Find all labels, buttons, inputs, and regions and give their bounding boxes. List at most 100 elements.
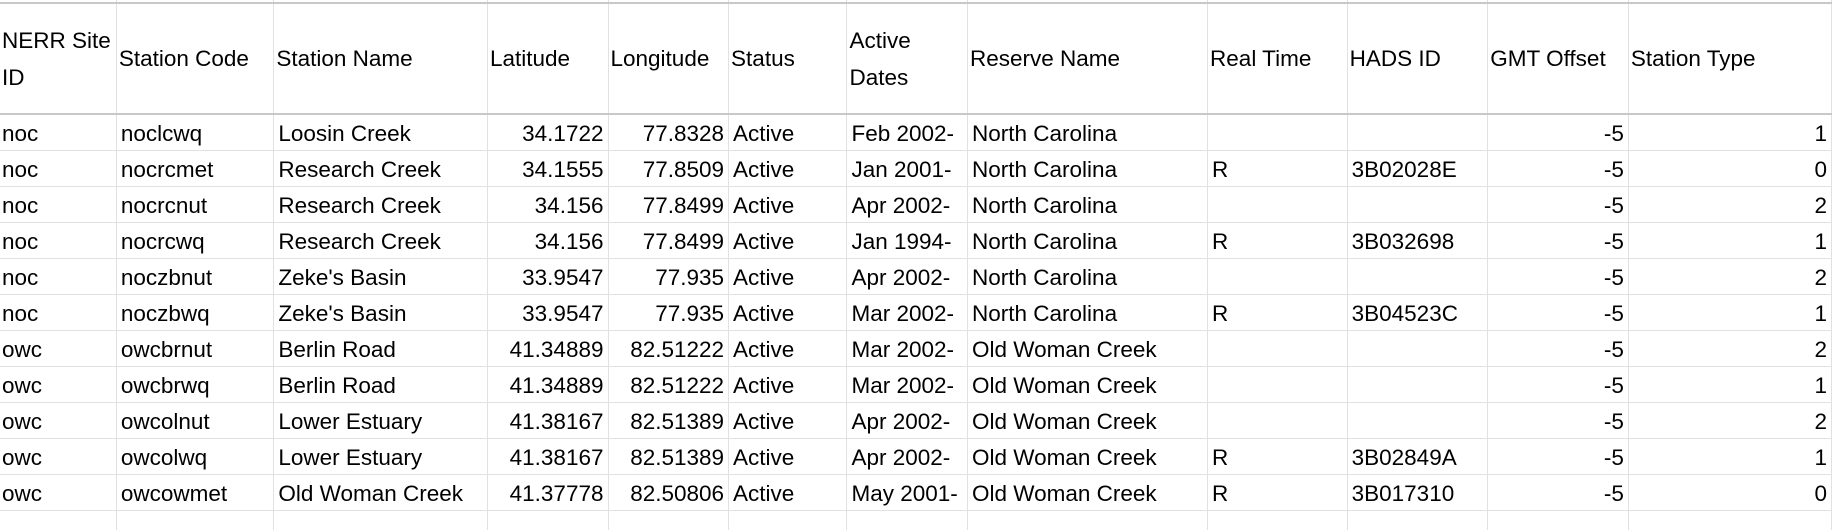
cell-station-name[interactable]: Berlin Road bbox=[273, 330, 488, 367]
cell-station-code[interactable]: owcbrwq bbox=[116, 366, 275, 403]
cell-gmt-offset[interactable]: -5 bbox=[1487, 258, 1629, 295]
cell-active-dates[interactable]: Feb 2002- bbox=[846, 114, 969, 151]
cell-nerr-site-id[interactable]: owc bbox=[0, 474, 117, 511]
cell-reserve-name[interactable]: Old Woman Creek bbox=[967, 438, 1209, 475]
empty-cell[interactable] bbox=[846, 510, 969, 530]
cell-real-time[interactable]: R bbox=[1207, 294, 1348, 331]
cell-longitude[interactable]: 82.51389 bbox=[608, 402, 730, 439]
cell-longitude[interactable]: 77.8499 bbox=[608, 222, 730, 259]
cell-status[interactable]: Active bbox=[728, 438, 848, 475]
cell-station-type[interactable]: 1 bbox=[1628, 294, 1832, 331]
cell-hads-id[interactable] bbox=[1347, 402, 1489, 439]
header-cell-latitude[interactable]: Latitude bbox=[487, 3, 609, 115]
cell-latitude[interactable]: 34.156 bbox=[487, 222, 609, 259]
cell-real-time[interactable] bbox=[1207, 186, 1348, 223]
empty-cell[interactable] bbox=[728, 510, 848, 530]
cell-station-type[interactable]: 0 bbox=[1628, 474, 1832, 511]
cell-reserve-name[interactable]: North Carolina bbox=[967, 150, 1209, 187]
cell-active-dates[interactable]: Apr 2002- bbox=[846, 438, 969, 475]
empty-cell[interactable] bbox=[1628, 510, 1832, 530]
cell-station-name[interactable]: Berlin Road bbox=[273, 366, 488, 403]
cell-longitude[interactable]: 77.8499 bbox=[608, 186, 730, 223]
header-cell-station-type[interactable]: Station Type bbox=[1628, 3, 1832, 115]
cell-station-type[interactable]: 2 bbox=[1628, 402, 1832, 439]
cell-station-name[interactable]: Loosin Creek bbox=[273, 114, 488, 151]
cell-nerr-site-id[interactable]: owc bbox=[0, 366, 117, 403]
cell-station-code[interactable]: nocrcwq bbox=[116, 222, 275, 259]
cell-real-time[interactable]: R bbox=[1207, 150, 1348, 187]
cell-status[interactable]: Active bbox=[728, 366, 848, 403]
cell-hads-id[interactable] bbox=[1347, 186, 1489, 223]
cell-longitude[interactable]: 82.51222 bbox=[608, 366, 730, 403]
header-cell-reserve-name[interactable]: Reserve Name bbox=[967, 3, 1209, 115]
cell-active-dates[interactable]: Apr 2002- bbox=[846, 186, 969, 223]
cell-gmt-offset[interactable]: -5 bbox=[1487, 438, 1629, 475]
cell-reserve-name[interactable]: North Carolina bbox=[967, 258, 1209, 295]
cell-gmt-offset[interactable]: -5 bbox=[1487, 150, 1629, 187]
cell-status[interactable]: Active bbox=[728, 222, 848, 259]
cell-status[interactable]: Active bbox=[728, 114, 848, 151]
cell-gmt-offset[interactable]: -5 bbox=[1487, 186, 1629, 223]
cell-active-dates[interactable]: Mar 2002- bbox=[846, 366, 969, 403]
cell-gmt-offset[interactable]: -5 bbox=[1487, 474, 1629, 511]
cell-hads-id[interactable] bbox=[1347, 114, 1489, 151]
cell-station-code[interactable]: noczbwq bbox=[116, 294, 275, 331]
cell-status[interactable]: Active bbox=[728, 402, 848, 439]
cell-longitude[interactable]: 77.935 bbox=[608, 294, 730, 331]
cell-station-type[interactable]: 1 bbox=[1628, 114, 1832, 151]
cell-status[interactable]: Active bbox=[728, 150, 848, 187]
cell-active-dates[interactable]: Mar 2002- bbox=[846, 294, 969, 331]
cell-latitude[interactable]: 34.156 bbox=[487, 186, 609, 223]
cell-gmt-offset[interactable]: -5 bbox=[1487, 114, 1629, 151]
cell-gmt-offset[interactable]: -5 bbox=[1487, 402, 1629, 439]
cell-gmt-offset[interactable]: -5 bbox=[1487, 294, 1629, 331]
cell-station-code[interactable]: nocrcmet bbox=[116, 150, 275, 187]
cell-real-time[interactable]: R bbox=[1207, 438, 1348, 475]
cell-real-time[interactable]: R bbox=[1207, 222, 1348, 259]
cell-reserve-name[interactable]: North Carolina bbox=[967, 222, 1209, 259]
cell-active-dates[interactable]: Jan 1994- bbox=[846, 222, 969, 259]
empty-cell[interactable] bbox=[116, 510, 275, 530]
cell-hads-id[interactable]: 3B02849A bbox=[1347, 438, 1489, 475]
cell-status[interactable]: Active bbox=[728, 258, 848, 295]
empty-cell[interactable] bbox=[487, 510, 609, 530]
header-cell-active-dates[interactable]: Active Dates bbox=[846, 3, 969, 115]
cell-station-type[interactable]: 2 bbox=[1628, 258, 1832, 295]
cell-nerr-site-id[interactable]: owc bbox=[0, 330, 117, 367]
cell-latitude[interactable]: 34.1722 bbox=[487, 114, 609, 151]
cell-station-name[interactable]: Research Creek bbox=[273, 150, 488, 187]
cell-hads-id[interactable]: 3B032698 bbox=[1347, 222, 1489, 259]
empty-cell[interactable] bbox=[1487, 510, 1629, 530]
cell-active-dates[interactable]: May 2001- bbox=[846, 474, 969, 511]
cell-active-dates[interactable]: Apr 2002- bbox=[846, 258, 969, 295]
cell-real-time[interactable] bbox=[1207, 330, 1348, 367]
cell-station-code[interactable]: owcbrnut bbox=[116, 330, 275, 367]
cell-station-code[interactable]: owcowmet bbox=[116, 474, 275, 511]
cell-reserve-name[interactable]: Old Woman Creek bbox=[967, 330, 1209, 367]
cell-nerr-site-id[interactable]: noc bbox=[0, 222, 117, 259]
cell-reserve-name[interactable]: North Carolina bbox=[967, 294, 1209, 331]
cell-longitude[interactable]: 82.51222 bbox=[608, 330, 730, 367]
empty-cell[interactable] bbox=[1347, 510, 1489, 530]
cell-station-code[interactable]: owcolnut bbox=[116, 402, 275, 439]
cell-real-time[interactable]: R bbox=[1207, 474, 1348, 511]
cell-longitude[interactable]: 77.8509 bbox=[608, 150, 730, 187]
cell-reserve-name[interactable]: North Carolina bbox=[967, 186, 1209, 223]
cell-nerr-site-id[interactable]: noc bbox=[0, 294, 117, 331]
empty-cell[interactable] bbox=[0, 510, 117, 530]
cell-station-type[interactable]: 2 bbox=[1628, 330, 1832, 367]
cell-reserve-name[interactable]: Old Woman Creek bbox=[967, 366, 1209, 403]
empty-cell[interactable] bbox=[967, 510, 1209, 530]
cell-station-name[interactable]: Lower Estuary bbox=[273, 438, 488, 475]
cell-station-type[interactable]: 1 bbox=[1628, 366, 1832, 403]
header-cell-status[interactable]: Status bbox=[728, 3, 848, 115]
cell-gmt-offset[interactable]: -5 bbox=[1487, 366, 1629, 403]
cell-station-name[interactable]: Old Woman Creek bbox=[273, 474, 488, 511]
empty-cell[interactable] bbox=[1207, 510, 1348, 530]
cell-real-time[interactable] bbox=[1207, 366, 1348, 403]
cell-nerr-site-id[interactable]: noc bbox=[0, 150, 117, 187]
cell-gmt-offset[interactable]: -5 bbox=[1487, 222, 1629, 259]
cell-nerr-site-id[interactable]: noc bbox=[0, 258, 117, 295]
cell-latitude[interactable]: 41.34889 bbox=[487, 366, 609, 403]
cell-reserve-name[interactable]: Old Woman Creek bbox=[967, 474, 1209, 511]
